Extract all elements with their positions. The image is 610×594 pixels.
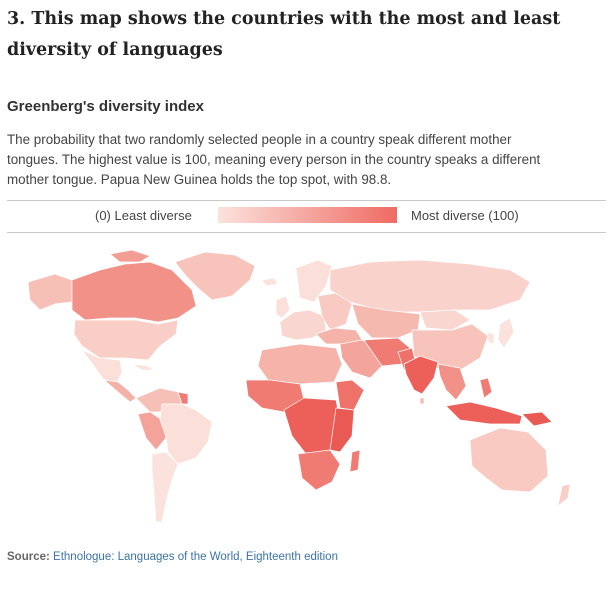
region-japan[interactable] [497,317,515,349]
region-philippines[interactable] [479,377,493,399]
region-brazil[interactable] [159,403,213,465]
region-iceland[interactable] [261,277,279,287]
source-link[interactable]: Ethnologue: Languages of the World, Eigh… [53,551,338,563]
chart-subtitle: Greenberg's diversity index [7,98,204,115]
headline-line-2: diversity of languages [7,40,223,60]
region-horn-of-africa[interactable] [335,379,365,411]
region-usa[interactable] [73,319,179,361]
source-label: Source: [7,551,50,563]
region-east-africa[interactable] [329,407,355,453]
description-line-3: mother tongue. Papua New Guinea holds th… [7,172,392,187]
region-argentina-chile[interactable] [151,451,179,523]
description-line-2: tongues. The highest value is 100, meani… [7,152,541,167]
region-north-africa[interactable] [257,343,343,385]
region-kazakhstan-central-asia[interactable] [351,303,421,339]
region-cuba[interactable] [131,363,155,371]
chart-description: The probability that two randomly select… [7,130,597,190]
region-madagascar[interactable] [349,449,361,473]
region-british-isles[interactable] [275,295,291,319]
region-india[interactable] [403,355,439,395]
region-southern-africa[interactable] [297,449,341,491]
region-guianas[interactable] [177,391,189,405]
description-line-1: The probability that two randomly select… [7,132,512,147]
region-central-america[interactable] [103,379,137,403]
source-note: Source: Ethnologue: Languages of the Wor… [7,551,338,563]
region-greenland[interactable] [174,251,256,301]
region-korea[interactable] [487,331,495,345]
legend-high-label: Most diverse (100) [411,208,519,223]
legend-low-label: (0) Least diverse [95,208,192,223]
region-papua-new-guinea[interactable] [521,411,553,427]
region-canada-arctic-islands[interactable] [109,249,151,263]
region-scandinavia[interactable] [295,259,333,303]
region-alaska[interactable] [27,273,73,311]
region-mongolia[interactable] [419,309,471,331]
legend: (0) Least diverse Most diverse (100) [7,200,606,233]
region-canada[interactable] [71,261,197,323]
region-indonesia[interactable] [445,401,523,425]
region-australia[interactable] [469,427,549,493]
region-new-zealand[interactable] [557,483,571,507]
region-southeast-asia-mainland[interactable] [437,363,467,401]
world-map [27,249,571,523]
region-russia[interactable] [329,259,531,313]
region-mexico[interactable] [81,349,123,385]
headline-line-1: 3. This map shows the countries with the… [7,9,561,29]
region-western-europe[interactable] [279,309,327,341]
legend-color-ramp [218,207,397,223]
region-sri-lanka[interactable] [419,397,425,405]
headline: 3. This map shows the countries with the… [7,4,597,66]
